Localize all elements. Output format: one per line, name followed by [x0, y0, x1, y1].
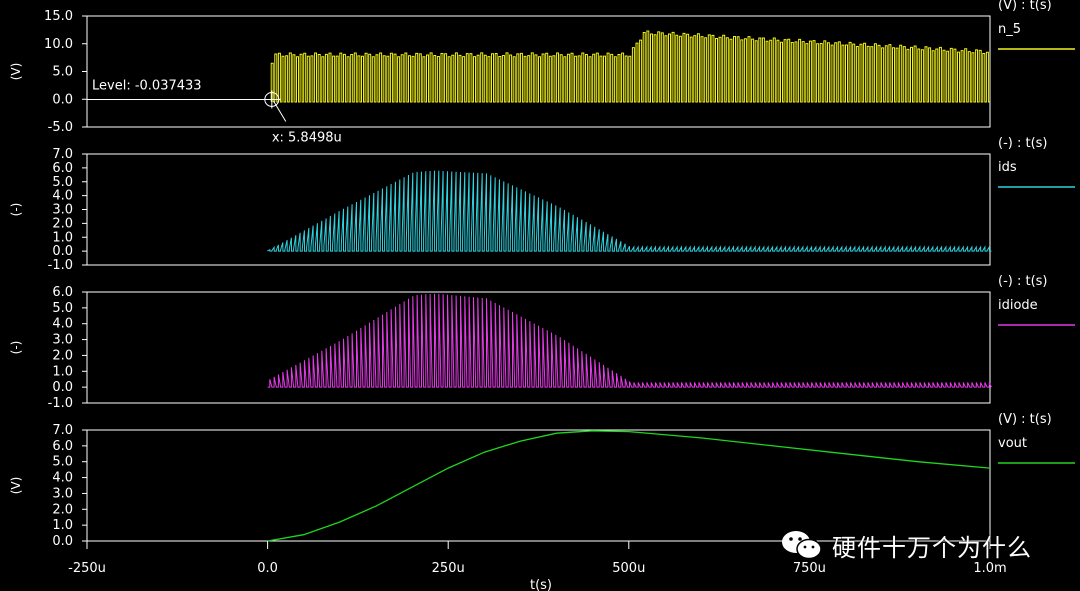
series-vout-trace [267, 430, 991, 542]
y-tick-label: 6.0 [52, 161, 73, 176]
series-n_5-trace [267, 30, 990, 103]
y-tick-label: 7.0 [52, 147, 73, 162]
plot-frame [86, 291, 991, 404]
y-tick-label: 10.0 [44, 37, 73, 52]
y-tick-label: 2.0 [52, 216, 73, 231]
legend-label: n_5 [998, 22, 1021, 37]
y-axis-label: (-) [9, 341, 23, 355]
x-axis-label: t(s) [530, 578, 552, 591]
y-tick-label: 6.0 [52, 439, 73, 454]
unit-label: (-) : t(s) [998, 274, 1048, 289]
y-tick-label: 0.0 [52, 92, 73, 107]
y-tick-label: 5.0 [52, 175, 73, 190]
series-idiode-trace [267, 293, 992, 388]
panel-ids: 7.06.05.04.03.02.01.00.0-1.0 (-) (-) : t(s… [9, 136, 1075, 273]
x-tick-label: 250u [432, 561, 465, 576]
y-tick-label: 7.0 [52, 423, 73, 438]
x-tick-label: 500u [612, 561, 645, 576]
y-axis-label: (-) [9, 203, 23, 217]
y-tick-label: 5.0 [52, 301, 73, 316]
unit-label: (V) : t(s) [998, 412, 1052, 427]
y-tick-label: 1.0 [52, 230, 73, 245]
unit-label: (V) : t(s) [998, 0, 1052, 13]
y-axis-label: (V) [9, 63, 23, 81]
panel-n_5: 15.0 10.0 5.0 0.0 -5.0 (V) (V) : t(s) n_5 Level:… [9, 0, 1075, 145]
y-tick-label: 1.0 [52, 518, 73, 533]
y-tick-label: 15.0 [44, 9, 73, 24]
series-ids-trace [267, 170, 992, 252]
y-tick-label: 4.0 [52, 189, 73, 204]
y-tick-label: 2.0 [52, 502, 73, 517]
y-tick-label: 1.0 [52, 364, 73, 379]
y-tick-label: 6.0 [52, 285, 73, 300]
y-tick-label: 5.0 [52, 65, 73, 80]
y-tick-label: 3.0 [52, 333, 73, 348]
panel-vout: 7.06.05.04.03.02.01.00.0(V)(V) : t(s)vou… [9, 412, 1075, 591]
cursor-label: x: 5.8498u [272, 130, 342, 145]
legend-label: vout [998, 436, 1027, 451]
y-tick-label: -1.0 [48, 258, 73, 273]
unit-label: (-) : t(s) [998, 136, 1048, 151]
legend-label: idiode [998, 298, 1038, 313]
level-label: Level: -0.037433 [92, 78, 202, 93]
legend-label: ids [998, 160, 1017, 175]
y-tick-label: 0.0 [52, 244, 73, 259]
x-tick-label: -250u [68, 561, 106, 576]
y-tick-label: 0.0 [52, 380, 73, 395]
x-tick-label: 750u [793, 561, 826, 576]
y-tick-label: -1.0 [48, 396, 73, 411]
plot-frame [86, 429, 991, 542]
x-tick-label: 1.0m [973, 561, 1006, 576]
watermark-text: 硬件十万个为什么 [832, 533, 1032, 562]
y-axis-label: (V) [9, 477, 23, 495]
y-tick-label: 5.0 [52, 455, 73, 470]
panel-idiode: 6.05.04.03.02.01.00.0-1.0 (-) (-) : t(s) id… [9, 274, 1075, 411]
y-tick-label: 0.0 [52, 534, 73, 549]
y-tick-label: 2.0 [52, 348, 73, 363]
x-tick-label: 0.0 [257, 561, 278, 576]
y-tick-label: 4.0 [52, 317, 73, 332]
y-tick-label: 3.0 [52, 486, 73, 501]
y-tick-label: 3.0 [52, 203, 73, 218]
wechat-icon [782, 531, 822, 560]
watermark: 硬件十万个为什么 [780, 525, 1070, 565]
y-tick-label: -5.0 [48, 120, 73, 135]
cursor-leader [273, 101, 287, 122]
y-tick-label: 4.0 [52, 471, 73, 486]
